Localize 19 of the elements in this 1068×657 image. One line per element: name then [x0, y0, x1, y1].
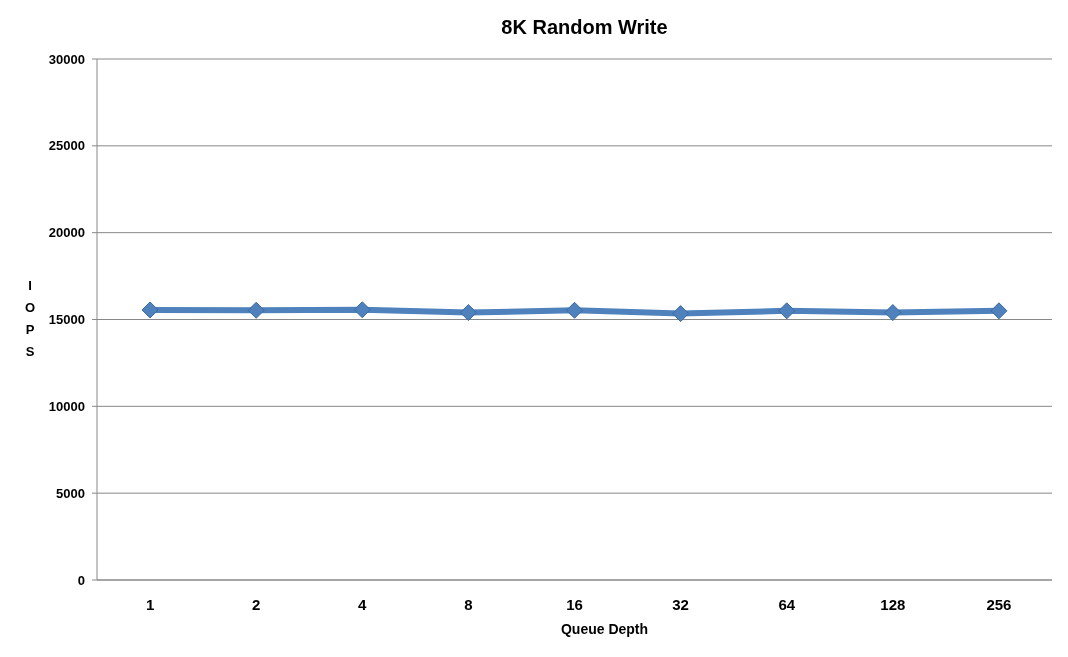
x-tick-label: 2 [251, 596, 261, 613]
x-tick-label: 256 [986, 596, 1012, 613]
x-tick-label: 8 [464, 596, 473, 613]
y-tick-label: 5000 [56, 485, 85, 501]
y-tick-label: 25000 [48, 138, 85, 154]
x-tick-label: 64 [778, 596, 796, 613]
y-tick-label: 10000 [48, 398, 85, 414]
y-tick-label: 30000 [48, 51, 85, 67]
y-tick-label: 20000 [48, 225, 85, 241]
y-axis-title: IOPS [24, 278, 36, 359]
x-tick-label: 4 [358, 596, 368, 613]
x-tick-label: 128 [880, 596, 906, 613]
y-tick-label: 0 [77, 572, 85, 588]
x-axis-title: Queue Depth [560, 621, 649, 637]
x-tick-label: 1 [145, 596, 155, 613]
x-tick-label: 16 [566, 596, 583, 613]
chart-title: 8K Random Write [501, 16, 668, 38]
y-tick-label: 15000 [48, 312, 85, 328]
x-tick-label: 32 [672, 596, 689, 613]
